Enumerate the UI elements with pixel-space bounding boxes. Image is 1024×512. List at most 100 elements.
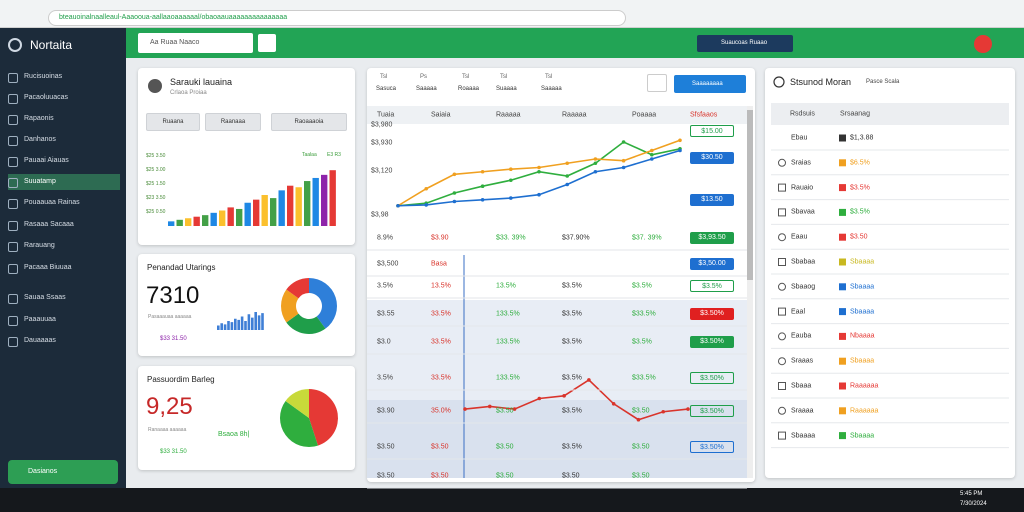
row-icon [778,233,786,242]
point [452,191,457,195]
search-button[interactable] [258,34,276,52]
sidebar-item[interactable]: Rucisuoinas [8,69,120,85]
tab-icon[interactable]: Tsl [500,74,508,80]
point [537,192,541,197]
sidebar-item[interactable]: Dauaaaas [8,333,120,349]
sidebar-item[interactable]: Pacaoluuacas [8,90,120,106]
cell: $3.5% [562,407,582,415]
tab-label[interactable]: Sasuca [376,86,397,92]
row-icon [778,183,786,192]
cell: $3.5% [632,282,652,290]
avatar[interactable] [974,35,992,53]
point [678,138,682,143]
axis-label: $23 3.50 [146,195,166,201]
shaded-band [367,400,747,478]
value-swatch [839,208,846,216]
card-title: Sarauki lauaina [170,77,233,87]
bar [236,208,243,226]
row-icon [778,406,786,415]
bar [304,181,311,226]
point [480,184,485,188]
mini-bar [227,321,230,330]
chart-label: $3,930 [371,139,393,147]
tab-icon[interactable]: Ps [420,74,428,80]
badge: $3.50% [690,372,734,384]
tab-label[interactable]: Saaaaa [541,86,562,92]
cell: $3.5% [562,310,582,318]
point [509,178,513,183]
badge: $3.5% [690,280,734,292]
cell: $3.50 [632,443,650,451]
list-value: $3.5% [850,208,870,216]
cell: 133.5% [496,310,520,318]
sidebar-item[interactable]: Danhanos [8,132,120,148]
caption: Pasaaauaa aaaaaa [148,314,192,320]
value-swatch [839,283,846,291]
point [452,172,457,177]
slice [309,278,337,329]
row-icon [778,208,786,217]
point [480,169,485,174]
account[interactable]: Suaucoas Ruaao [697,35,793,52]
more-button[interactable] [647,74,667,92]
tab-icon[interactable]: Tsl [462,74,470,80]
sidebar-item[interactable]: Sauaa Ssaas [8,290,120,306]
search[interactable]: Aa Ruaa Naaco [138,33,253,53]
tab-icon[interactable]: Tsl [545,74,553,80]
list-value: Raaaaaa [850,407,879,415]
sidebar-button[interactable]: Dasianos [8,460,118,484]
sidebar-item[interactable]: Suuatamp [8,174,120,190]
tab-icon[interactable]: Tsl [380,74,388,80]
cell: $3.50 [562,472,580,480]
primary-button[interactable]: Saaaaaaaa [674,75,746,93]
cell: 33.5% [431,338,451,346]
caption: Ranaaaa aaaaaa [148,427,187,433]
card-button[interactable]: Raanaaa [205,113,261,131]
card-title: Passuordim Barleg [147,375,215,384]
point [565,182,569,187]
point [424,186,429,191]
bar [176,219,183,226]
point [678,148,682,153]
tab-label[interactable]: Roaaaa [458,86,480,92]
list-name: Eaau [791,233,808,241]
value-swatch [839,184,846,192]
sidebar-item[interactable]: Pacaaa Biuuaa [8,260,120,276]
card-button[interactable]: Raoaaaoia [271,113,347,131]
badge: Bsaoa 8h| [218,431,250,438]
sidebar-item[interactable]: Rasaaa Sacaaa [8,217,120,233]
line-series [464,378,689,421]
clock: 5:45 PM [960,491,983,497]
value-swatch [839,233,846,241]
sidebar-item[interactable]: Pouaauaa Rainas [8,195,120,211]
bar [253,199,260,226]
value-swatch [839,134,846,142]
slice [286,278,309,299]
mini-bar [247,314,251,330]
list-name: Sbaaaa [791,432,816,440]
brand-logo [8,38,22,52]
sidebar-item[interactable]: Paaauuaa [8,312,120,328]
cell: 33.5% [431,310,451,318]
card-button[interactable]: Ruaana [146,113,200,131]
cell: 33.5% [431,374,451,382]
value-swatch [839,308,846,316]
address-bar[interactable]: bteauoinalnaalleaul-Aaaooua-aallaaoaaaaa… [48,10,626,26]
cell: $3.50 [632,472,650,480]
cell: $3.50 [431,443,449,451]
tab-label[interactable]: Saaaaa [416,86,437,92]
row-icon [778,357,786,366]
sidebar-item[interactable]: Rarauang [8,238,120,254]
tab-label[interactable]: Suaaaa [496,86,517,92]
badge: $3.50% [690,405,734,417]
point [565,161,569,166]
cell: $3.90 [431,234,449,242]
sidebar-item[interactable]: Pauaai Aiauas [8,153,120,169]
list-title: Stsunod Moran [790,77,852,87]
column-header: Raaaaa [562,111,587,119]
sidebar-item[interactable]: Rapaonis [8,111,120,127]
badge: $3,50.00 [690,258,734,270]
point [621,140,626,144]
row-icon [778,258,786,266]
